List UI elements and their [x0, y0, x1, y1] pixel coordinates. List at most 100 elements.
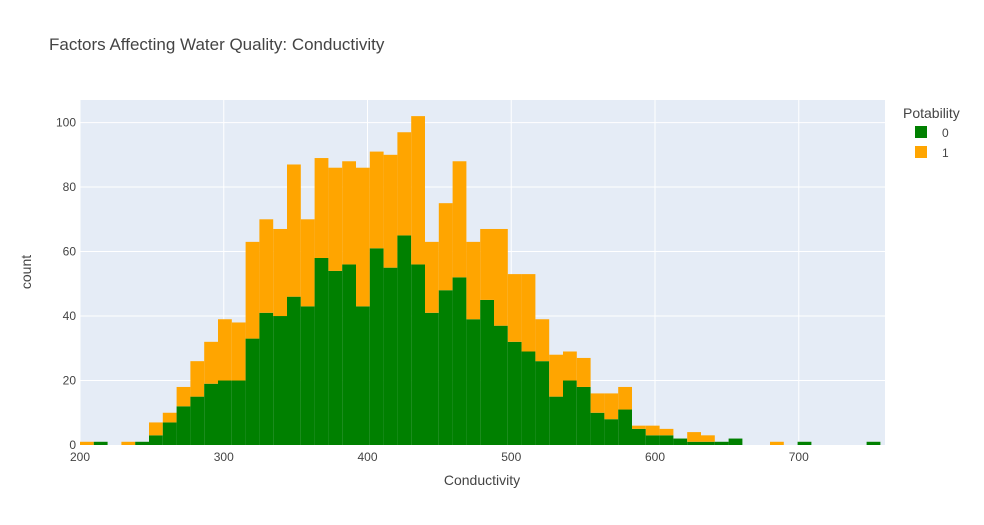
bar-potability-1[interactable]	[535, 319, 550, 362]
bar-potability-0[interactable]	[604, 419, 619, 445]
bar-potability-1[interactable]	[80, 441, 94, 445]
bar-potability-0[interactable]	[259, 312, 274, 445]
bar-potability-0[interactable]	[714, 441, 729, 445]
bar-potability-0[interactable]	[494, 325, 508, 445]
bar-potability-0[interactable]	[411, 264, 425, 445]
bar-potability-1[interactable]	[231, 322, 246, 381]
bar-potability-1[interactable]	[328, 167, 343, 271]
bar-potability-0[interactable]	[356, 306, 370, 445]
bar-potability-1[interactable]	[549, 354, 563, 397]
bar-potability-1[interactable]	[273, 228, 287, 317]
bar-potability-1[interactable]	[245, 241, 260, 339]
bar-potability-1[interactable]	[176, 386, 191, 407]
bar-potability-1[interactable]	[425, 241, 439, 313]
bar-potability-1[interactable]	[563, 351, 577, 381]
bar-potability-0[interactable]	[176, 406, 191, 445]
bar-potability-0[interactable]	[452, 277, 467, 445]
bar-potability-1[interactable]	[701, 435, 715, 442]
y-tick-label: 80	[63, 180, 77, 194]
bar-potability-0[interactable]	[438, 290, 453, 445]
bar-potability-1[interactable]	[452, 161, 467, 278]
bar-potability-1[interactable]	[411, 116, 425, 265]
bar-potability-1[interactable]	[507, 274, 522, 342]
bar-potability-0[interactable]	[659, 435, 674, 445]
bar-potability-1[interactable]	[149, 422, 163, 436]
bar-potability-0[interactable]	[521, 351, 536, 445]
bar-potability-1[interactable]	[190, 361, 205, 397]
bar-potability-1[interactable]	[218, 319, 232, 381]
x-tick-label: 300	[214, 450, 234, 464]
bar-potability-0[interactable]	[576, 386, 591, 445]
legend-item-0[interactable]: 0	[915, 126, 949, 140]
bar-potability-0[interactable]	[673, 438, 688, 445]
legend-title: Potability	[903, 105, 960, 121]
bar-potability-1[interactable]	[618, 386, 632, 410]
bar-potability-0[interactable]	[507, 341, 522, 445]
bar-potability-0[interactable]	[645, 435, 660, 445]
bar-potability-1[interactable]	[576, 357, 591, 387]
bar-potability-0[interactable]	[218, 380, 232, 445]
bar-potability-1[interactable]	[121, 441, 136, 445]
bar-potability-1[interactable]	[287, 164, 301, 297]
bar-potability-0[interactable]	[563, 380, 577, 445]
bar-potability-0[interactable]	[590, 412, 605, 445]
bar-potability-0[interactable]	[162, 422, 177, 445]
bar-potability-0[interactable]	[135, 441, 149, 445]
bar-potability-1[interactable]	[369, 151, 384, 249]
bar-potability-1[interactable]	[480, 228, 494, 300]
bar-potability-0[interactable]	[287, 296, 301, 445]
bar-potability-1[interactable]	[438, 203, 453, 291]
bar-potability-1[interactable]	[770, 441, 784, 445]
bar-potability-1[interactable]	[204, 341, 218, 384]
bar-potability-1[interactable]	[356, 167, 370, 307]
bar-potability-0[interactable]	[342, 264, 356, 445]
bar-potability-0[interactable]	[149, 435, 163, 445]
bar-potability-1[interactable]	[632, 425, 646, 429]
bar-potability-1[interactable]	[521, 274, 536, 352]
bar-potability-0[interactable]	[632, 428, 646, 445]
bar-potability-1[interactable]	[300, 219, 315, 307]
bar-potability-1[interactable]	[604, 393, 619, 420]
bar-potability-0[interactable]	[397, 235, 412, 445]
bar-potability-0[interactable]	[328, 270, 343, 445]
bar-potability-0[interactable]	[369, 248, 384, 445]
legend-swatch-1	[915, 146, 927, 158]
bar-potability-0[interactable]	[701, 441, 715, 445]
bar-potability-0[interactable]	[383, 267, 398, 445]
bar-potability-0[interactable]	[618, 409, 632, 445]
x-tick-label: 500	[501, 450, 521, 464]
x-tick-label: 200	[70, 450, 90, 464]
legend-item-1[interactable]: 1	[915, 146, 949, 160]
y-axis-label: count	[18, 255, 34, 289]
bar-potability-1[interactable]	[259, 219, 274, 313]
y-axis-ticks: 0 20 40 60 80 100	[56, 116, 76, 452]
bar-potability-1[interactable]	[314, 158, 329, 258]
bar-potability-0[interactable]	[273, 316, 287, 445]
bar-potability-0[interactable]	[204, 383, 218, 445]
bar-potability-0[interactable]	[480, 299, 494, 445]
bar-potability-1[interactable]	[590, 393, 605, 413]
bar-potability-1[interactable]	[645, 425, 660, 436]
bar-potability-0[interactable]	[687, 441, 701, 445]
bar-potability-1[interactable]	[466, 241, 481, 320]
bar-potability-0[interactable]	[425, 312, 439, 445]
bar-potability-0[interactable]	[549, 396, 563, 445]
bar-potability-1[interactable]	[397, 132, 412, 236]
bar-potability-0[interactable]	[728, 438, 743, 445]
bar-potability-0[interactable]	[231, 380, 246, 445]
bar-potability-0[interactable]	[866, 441, 881, 445]
bar-potability-0[interactable]	[797, 441, 812, 445]
bar-potability-0[interactable]	[535, 361, 550, 445]
bar-potability-0[interactable]	[314, 257, 329, 445]
bar-potability-1[interactable]	[494, 228, 508, 326]
bar-potability-0[interactable]	[190, 396, 205, 445]
bar-potability-1[interactable]	[162, 412, 177, 423]
bar-potability-1[interactable]	[383, 154, 398, 268]
bar-potability-1[interactable]	[687, 432, 701, 442]
bar-potability-1[interactable]	[342, 161, 356, 265]
bar-potability-0[interactable]	[466, 319, 481, 445]
bar-potability-0[interactable]	[245, 338, 260, 445]
bar-potability-0[interactable]	[93, 441, 108, 445]
bar-potability-1[interactable]	[659, 428, 674, 436]
bar-potability-0[interactable]	[300, 306, 315, 445]
